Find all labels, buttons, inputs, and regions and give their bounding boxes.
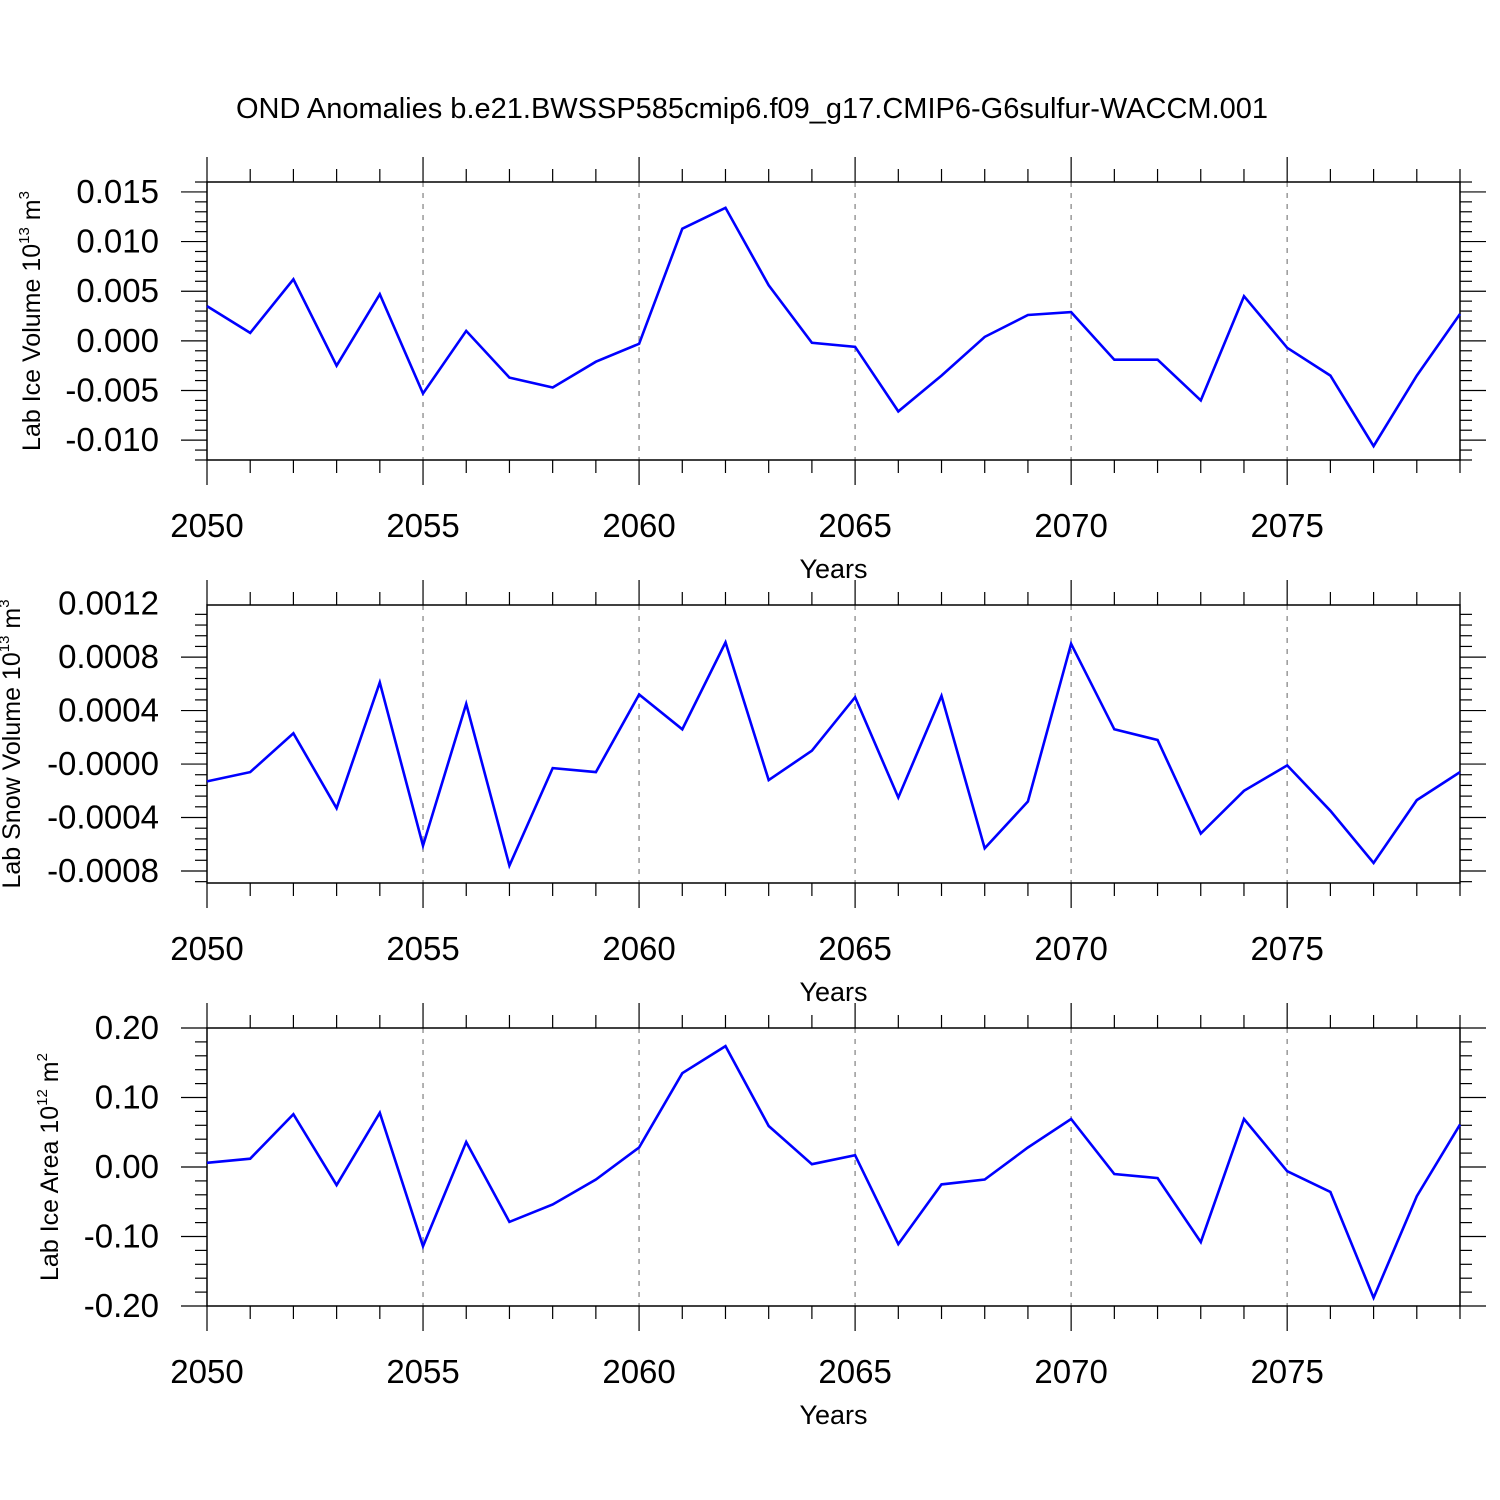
y-tick-label: 0.005 — [76, 272, 159, 309]
x-axis-label: Years — [799, 1400, 867, 1430]
plot-frame — [206, 1027, 1461, 1307]
y-tick-label: 0.015 — [76, 173, 159, 210]
y-axis-label-unit-exponent: 3 — [16, 191, 33, 199]
data-series-line — [206, 638, 1461, 870]
panel-lab-snow-volume: -0.0008 -0.0004 -0.0000 0.0004 0.0008 0.0012 2… — [0, 580, 1486, 1007]
y-axis-label-unit-exponent: 2 — [34, 1053, 51, 1061]
y-tick-label: 0.000 — [76, 322, 159, 359]
y-tick-label: -0.0008 — [47, 852, 159, 889]
panel-lab-ice-area: -0.20 -0.10 0.00 0.10 0.20 2050 2055 2060 2065 20… — [34, 1003, 1486, 1430]
y-tick-label: -0.0000 — [47, 745, 159, 782]
y-tick-label: 0.0008 — [58, 638, 159, 675]
y-axis-label-unit: m — [0, 608, 26, 636]
x-tick-label: 2050 — [170, 930, 243, 967]
y-axis-label-main: Lab Ice Area 10 — [36, 1106, 64, 1281]
x-axis-label: Years — [799, 977, 867, 1007]
x-tick-label: 2075 — [1250, 930, 1323, 967]
y-tick-label: 0.010 — [76, 223, 159, 260]
x-axis-label: Years — [799, 554, 867, 584]
y-axis-label: Lab Ice Area 1012 m2 — [34, 1053, 64, 1281]
y-axis-label-main: Lab Ice Volume 10 — [18, 244, 46, 451]
y-axis-label-unit: m — [36, 1061, 64, 1089]
x-tick-label: 2060 — [602, 930, 675, 967]
y-axis-label: Lab Ice Volume 1013 m3 — [16, 191, 46, 451]
x-tick-label: 2060 — [602, 1353, 675, 1390]
y-tick-label: 0.0004 — [58, 692, 159, 729]
x-tick-label: 2070 — [1034, 1353, 1107, 1390]
chart-title: OND Anomalies b.e21.BWSSP585cmip6.f09_g1… — [236, 93, 1268, 125]
x-tick-label: 2070 — [1034, 930, 1107, 967]
y-tick-label: 0.20 — [95, 1009, 159, 1046]
plot-frame — [206, 604, 1461, 884]
y-axis-label-unit: m — [18, 199, 46, 227]
y-axis-label-exponent: 12 — [34, 1089, 51, 1106]
y-axis-label: Lab Snow Volume 1013 m3 — [0, 599, 26, 888]
y-tick-label: -0.010 — [65, 421, 159, 458]
x-tick-label: 2050 — [170, 507, 243, 544]
x-tick-label: 2050 — [170, 1353, 243, 1390]
x-tick-label: 2065 — [818, 930, 891, 967]
x-tick-label: 2055 — [386, 507, 459, 544]
y-tick-label: 0.0012 — [58, 585, 159, 622]
panel-lab-ice-volume: -0.010 -0.005 0.000 0.005 0.010 0.015 2050 2055… — [16, 157, 1486, 584]
y-tick-label: -0.20 — [84, 1287, 159, 1324]
data-series-line — [206, 206, 1462, 449]
y-axis-label-unit-exponent: 3 — [0, 599, 13, 607]
y-tick-label: 0.10 — [95, 1079, 159, 1116]
y-tick-label: -0.10 — [84, 1218, 159, 1255]
x-tick-label: 2075 — [1250, 1353, 1323, 1390]
y-tick-label: 0.00 — [95, 1148, 159, 1185]
x-tick-label: 2070 — [1034, 507, 1107, 544]
y-axis-label-main: Lab Snow Volume 10 — [0, 652, 26, 888]
y-tick-label: -0.0004 — [47, 799, 159, 836]
x-tick-label: 2065 — [818, 1353, 891, 1390]
plot-frame — [206, 181, 1461, 461]
data-series-line — [206, 1044, 1462, 1302]
x-tick-label: 2075 — [1250, 507, 1323, 544]
x-tick-label: 2065 — [818, 507, 891, 544]
y-tick-label: -0.005 — [65, 372, 159, 409]
x-tick-label: 2055 — [386, 1353, 459, 1390]
x-tick-label: 2055 — [386, 930, 459, 967]
y-axis-label-exponent: 13 — [16, 227, 33, 244]
x-tick-label: 2060 — [602, 507, 675, 544]
y-axis-label-exponent: 13 — [0, 636, 13, 653]
